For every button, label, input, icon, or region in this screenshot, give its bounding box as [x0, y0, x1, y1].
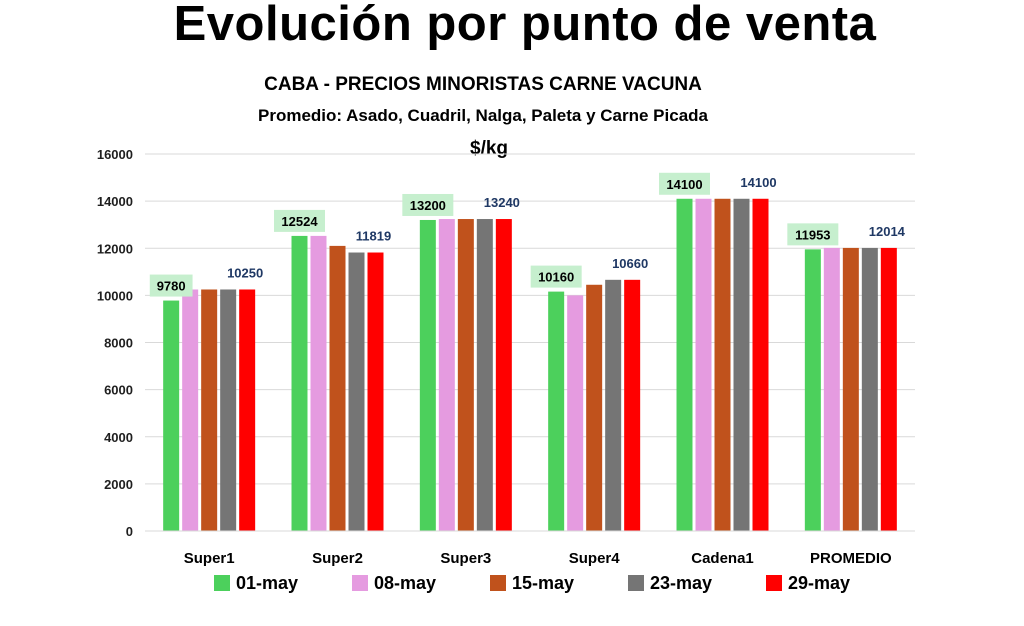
legend-label: 15-may [512, 572, 575, 593]
bar-01-may-Cadena1 [676, 198, 693, 532]
data-label-bg [274, 209, 325, 232]
y-tick-label: 12000 [97, 241, 133, 256]
x-tick-label: Cadena1 [691, 550, 754, 567]
y-tick-label: 0 [126, 524, 133, 539]
y-tick-label: 8000 [104, 336, 133, 351]
bar-29-may-Super1 [239, 289, 256, 531]
legend-item-23-may: 23-may [628, 571, 712, 595]
bar-29-may-Cadena1 [752, 198, 769, 532]
bar-23-may-Cadena1 [733, 198, 750, 532]
bar-01-may-Super2 [291, 235, 308, 531]
data-label-last: 12014 [869, 224, 906, 239]
legend-label: 01-may [236, 572, 299, 593]
x-tick-label: Super1 [184, 550, 235, 567]
legend-swatch [628, 575, 644, 591]
bar-08-may-PROMEDIO [823, 247, 840, 532]
bar-08-may-Super1 [182, 289, 199, 531]
bar-23-may-Super1 [220, 289, 237, 531]
y-tick-label: 4000 [104, 430, 133, 445]
data-labels: 9780 10250 12524 11819 13200 13240 10160 10660 1… [149, 172, 906, 297]
bar-01-may-Super4 [548, 291, 565, 531]
legend-label: 23-may [650, 572, 713, 593]
bar-01-may-Super3 [419, 219, 436, 531]
x-axis: Super1 Super2 Super3 Super4 Cadena1 PROMEDIO [145, 530, 915, 567]
page-title: Evolución por punto de venta [173, 0, 877, 51]
x-tick-label: Super4 [569, 550, 621, 567]
y-tick-label: 10000 [97, 288, 133, 303]
data-label-first: 14100 [666, 177, 702, 192]
data-label-last: 11819 [356, 229, 391, 244]
chart-subtitle-products: Promedio: Asado, Cuadril, Nalga, Paleta … [257, 106, 708, 125]
y-tick-label: 14000 [97, 194, 133, 209]
bar-15-may-PROMEDIO [842, 247, 859, 532]
bar-15-may-Cadena1 [714, 198, 731, 532]
bar-08-may-Super3 [438, 219, 455, 531]
y-tick-label: 16000 [97, 147, 133, 162]
legend-label: 08-may [374, 572, 437, 593]
data-label-first: 10160 [538, 270, 574, 285]
data-label-last: 13240 [484, 195, 520, 210]
bar-29-may-PROMEDIO [880, 247, 897, 532]
legend-swatch [214, 575, 230, 591]
bar-01-may-PROMEDIO [804, 249, 821, 532]
bar-23-may-Super2 [348, 252, 365, 531]
bar-15-may-Super2 [329, 245, 346, 532]
data-label-first: 11953 [795, 227, 830, 242]
y-axis: 0 2000 4000 6000 8000 10000 12000 14000 16000 [97, 147, 133, 539]
bar-23-may-PROMEDIO [861, 247, 878, 532]
data-label-bg [402, 193, 454, 216]
bar-23-may-Super3 [476, 219, 493, 531]
legend-label: 29-may [788, 572, 851, 593]
bar-29-may-Super4 [624, 279, 641, 531]
bar-29-may-Super3 [495, 219, 512, 531]
data-label-first: 9780 [157, 279, 186, 294]
bars [163, 198, 897, 532]
data-label-last: 10250 [227, 265, 263, 280]
bar-08-may-Super2 [310, 235, 327, 531]
bar-08-may-Cadena1 [695, 198, 712, 532]
bar-chart: 0 2000 4000 6000 8000 10000 12000 14000 16000 97… [97, 147, 915, 567]
data-label-first: 12524 [281, 214, 318, 229]
x-tick-label: Super3 [440, 550, 491, 567]
bar-15-may-Super3 [457, 219, 474, 531]
x-tick-label: PROMEDIO [810, 550, 892, 567]
data-label-last: 10660 [612, 256, 648, 271]
bar-15-may-Super4 [586, 284, 603, 531]
legend-item-08-may: 08-may [352, 571, 436, 595]
data-label-first: 13200 [410, 198, 446, 213]
y-tick-label: 2000 [104, 477, 133, 492]
data-label-bg [787, 223, 839, 246]
bar-29-may-Super2 [367, 252, 384, 531]
legend-swatch [766, 575, 782, 591]
legend: 01-may 08-may 15-may 23-may 29-may [0, 571, 1024, 597]
x-tick-label: Super2 [312, 550, 363, 567]
legend-item-29-may: 29-may [766, 571, 850, 595]
legend-item-15-may: 15-may [490, 571, 574, 595]
chart-subtitle-region: CABA - PRECIOS MINORISTAS CARNE VACUNA [264, 74, 702, 95]
bar-08-may-Super4 [567, 295, 584, 531]
legend-item-01-may: 01-may [214, 571, 298, 595]
bar-01-may-Super1 [163, 300, 180, 531]
bar-23-may-Super4 [605, 279, 622, 531]
gridlines [145, 153, 915, 532]
y-tick-label: 6000 [104, 383, 133, 398]
data-label-last: 14100 [740, 175, 776, 190]
legend-swatch [490, 575, 506, 591]
data-label-bg [530, 265, 582, 288]
data-label-bg [149, 274, 193, 297]
legend-swatch [352, 575, 368, 591]
bar-15-may-Super1 [201, 289, 218, 531]
data-label-bg [659, 172, 710, 195]
